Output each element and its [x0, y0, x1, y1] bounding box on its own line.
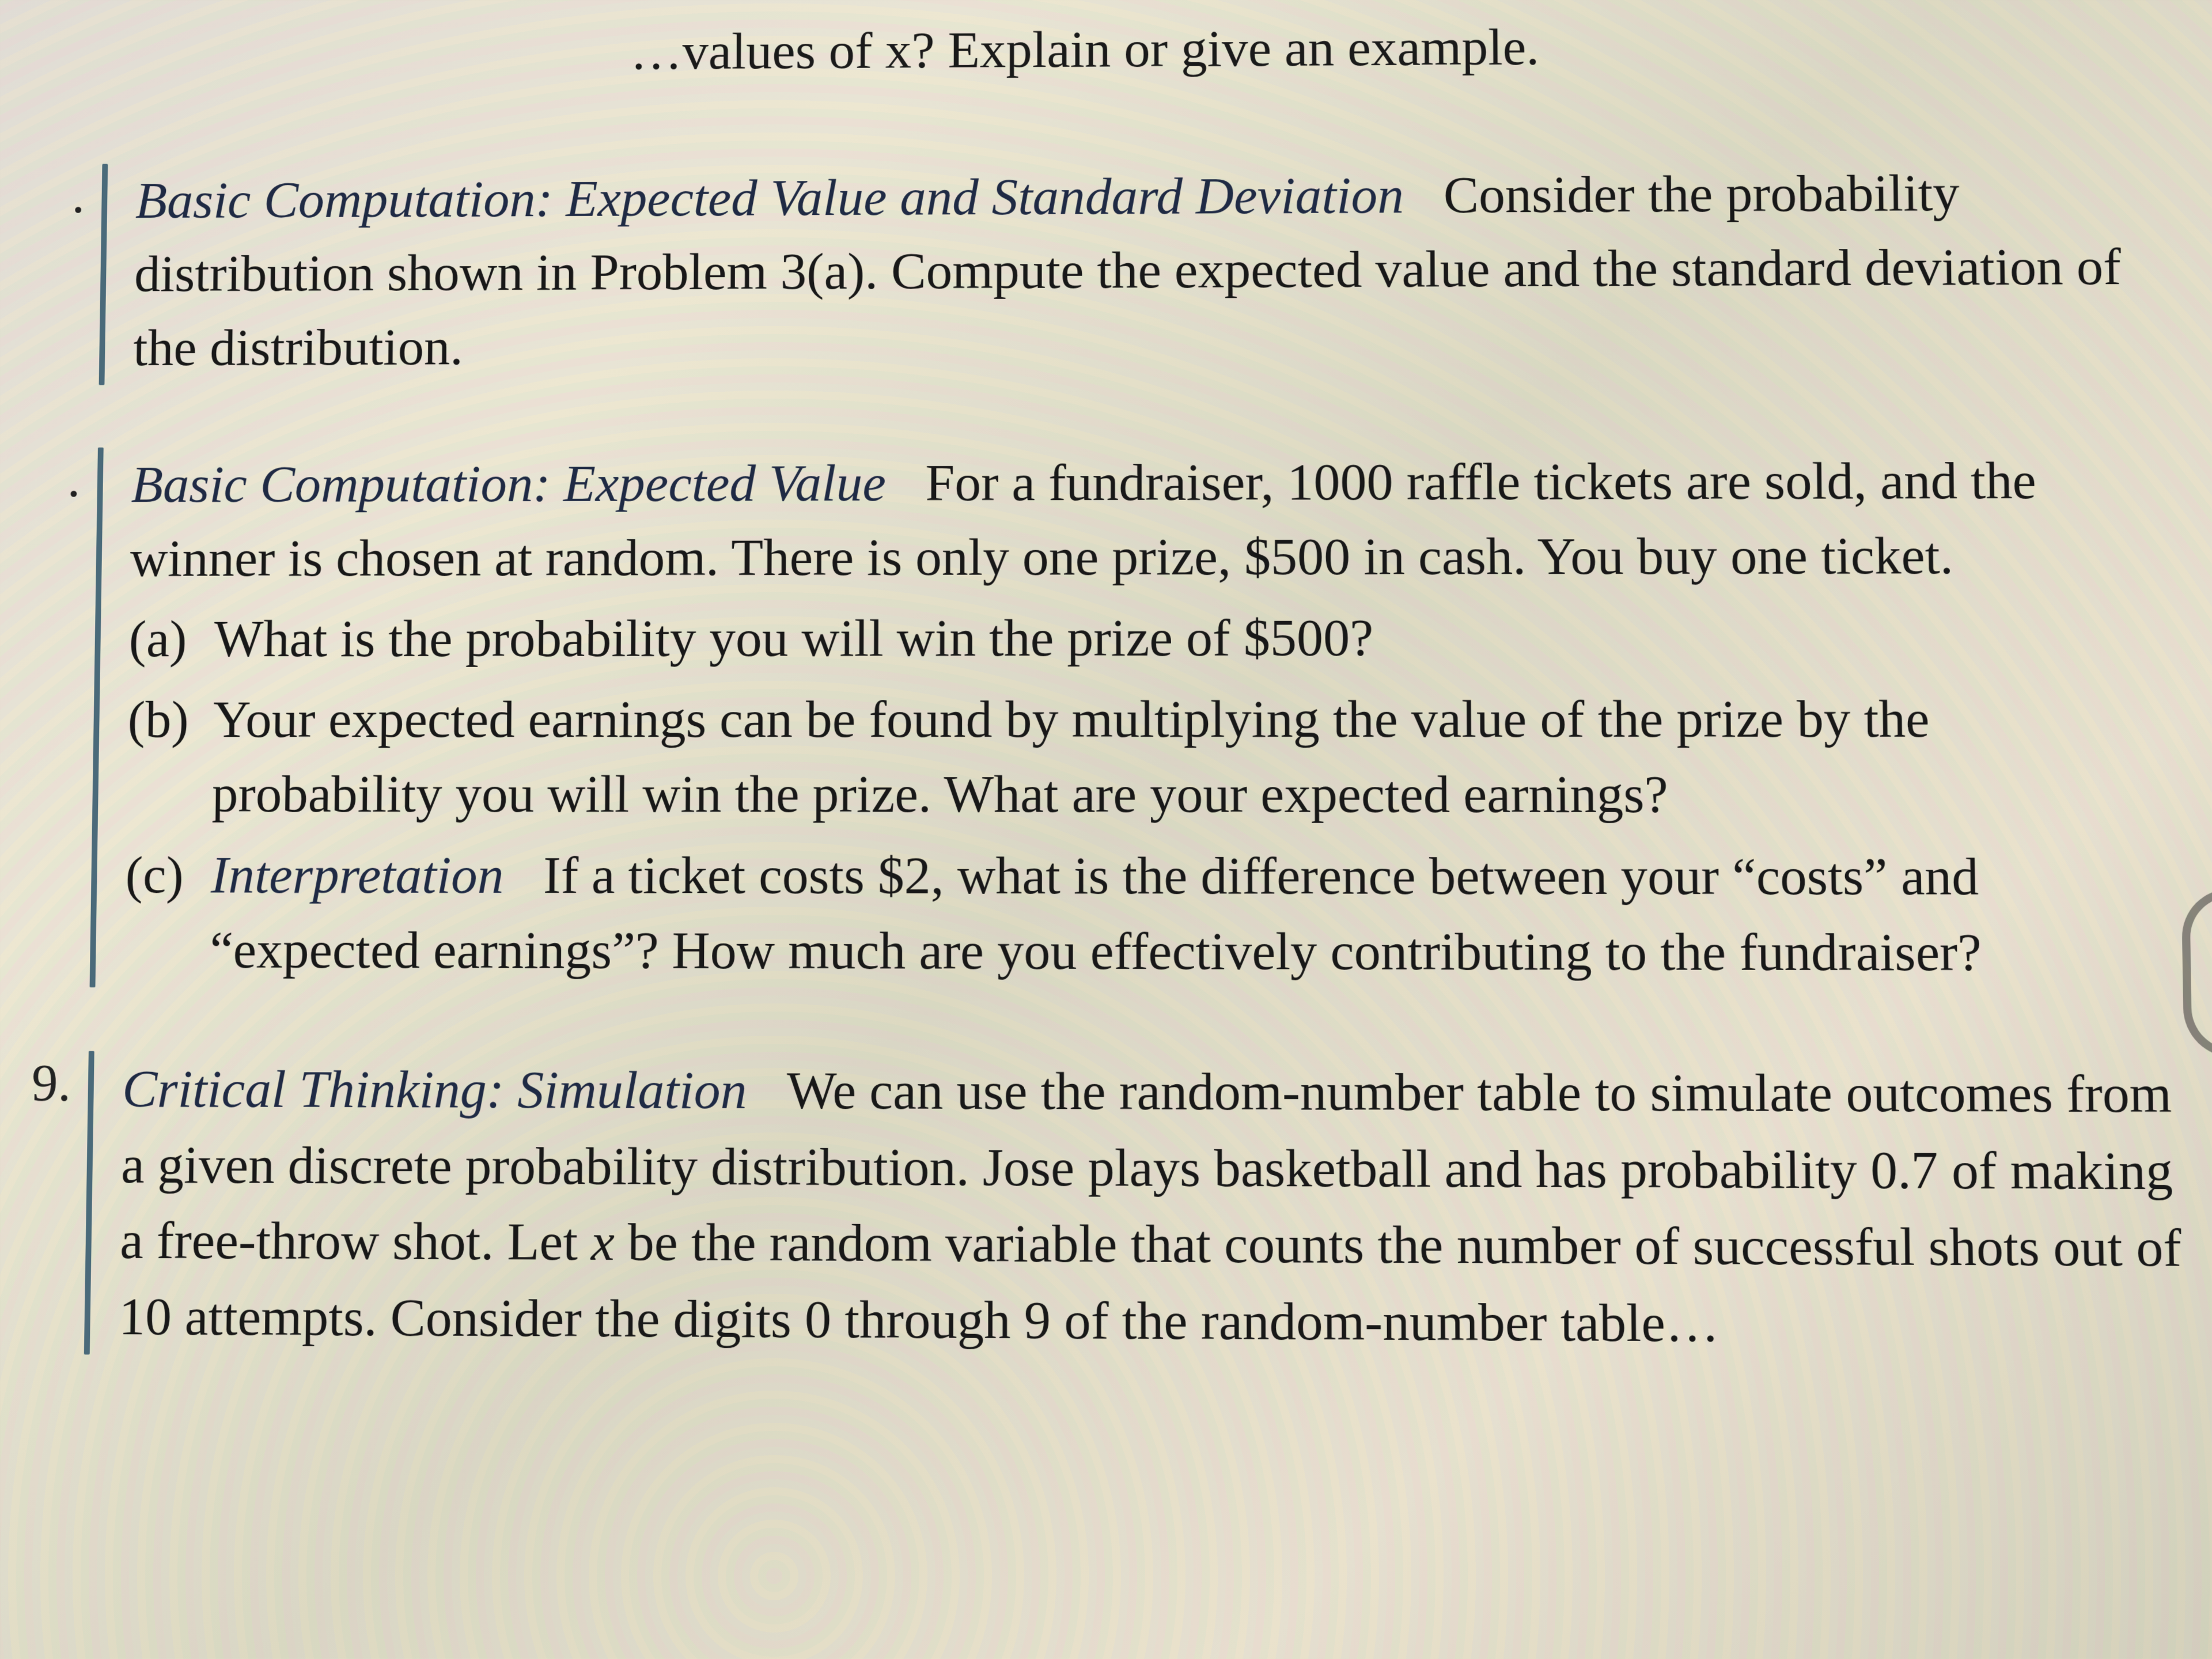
subpart-label: (a): [128, 601, 215, 676]
interpretation-label: Interpretation: [210, 845, 504, 904]
textbook-page: …values of x? Explain or give an example…: [0, 1, 2212, 1364]
subpart-label: (c): [125, 837, 211, 912]
problem-body: Critical Thinking: Simulation We can use…: [118, 1051, 2185, 1364]
subpart-b: (b) Your expected earnings can be found …: [126, 680, 2177, 832]
page-edge-arc: [2181, 889, 2212, 1058]
subpart-c: (c) Interpretation If a ticket costs $2,…: [124, 837, 2180, 991]
subpart-label: (b): [127, 681, 214, 756]
problem-body: Basic Computation: Expected Value and St…: [132, 154, 2169, 385]
problem-9: 9. Critical Thinking: Simulation We can …: [0, 1051, 2186, 1363]
problem-title: Critical Thinking: Simulation: [122, 1059, 747, 1120]
problem-8: . Basic Computation: Expected Value For …: [4, 442, 2179, 991]
variable-x: x: [591, 1212, 615, 1271]
problem-title: Basic Computation: Expected Value and St…: [135, 166, 1404, 229]
problem-title: Basic Computation: Expected Value: [131, 453, 886, 513]
subpart-text: What is the probability you will win the…: [214, 599, 2175, 676]
problem-number: 9.: [2, 1051, 89, 1115]
subpart-body: Interpretation If a ticket costs $2, wha…: [209, 837, 2179, 991]
fragment-top-text: …values of x? Explain or give an example…: [630, 18, 1540, 80]
problem-7: . Basic Computation: Expected Value and …: [14, 154, 2170, 385]
problem-number: .: [12, 447, 98, 510]
fragment-top-line: …values of x? Explain or give an example…: [19, 1, 2165, 91]
problem-body: Basic Computation: Expected Value For a …: [124, 442, 2180, 991]
problem-number: .: [17, 164, 102, 226]
subpart-a: (a) What is the probability you will win…: [128, 599, 2175, 676]
problem-left-bar: [90, 447, 104, 987]
subpart-text: Your expected earnings can be found by m…: [211, 680, 2177, 832]
